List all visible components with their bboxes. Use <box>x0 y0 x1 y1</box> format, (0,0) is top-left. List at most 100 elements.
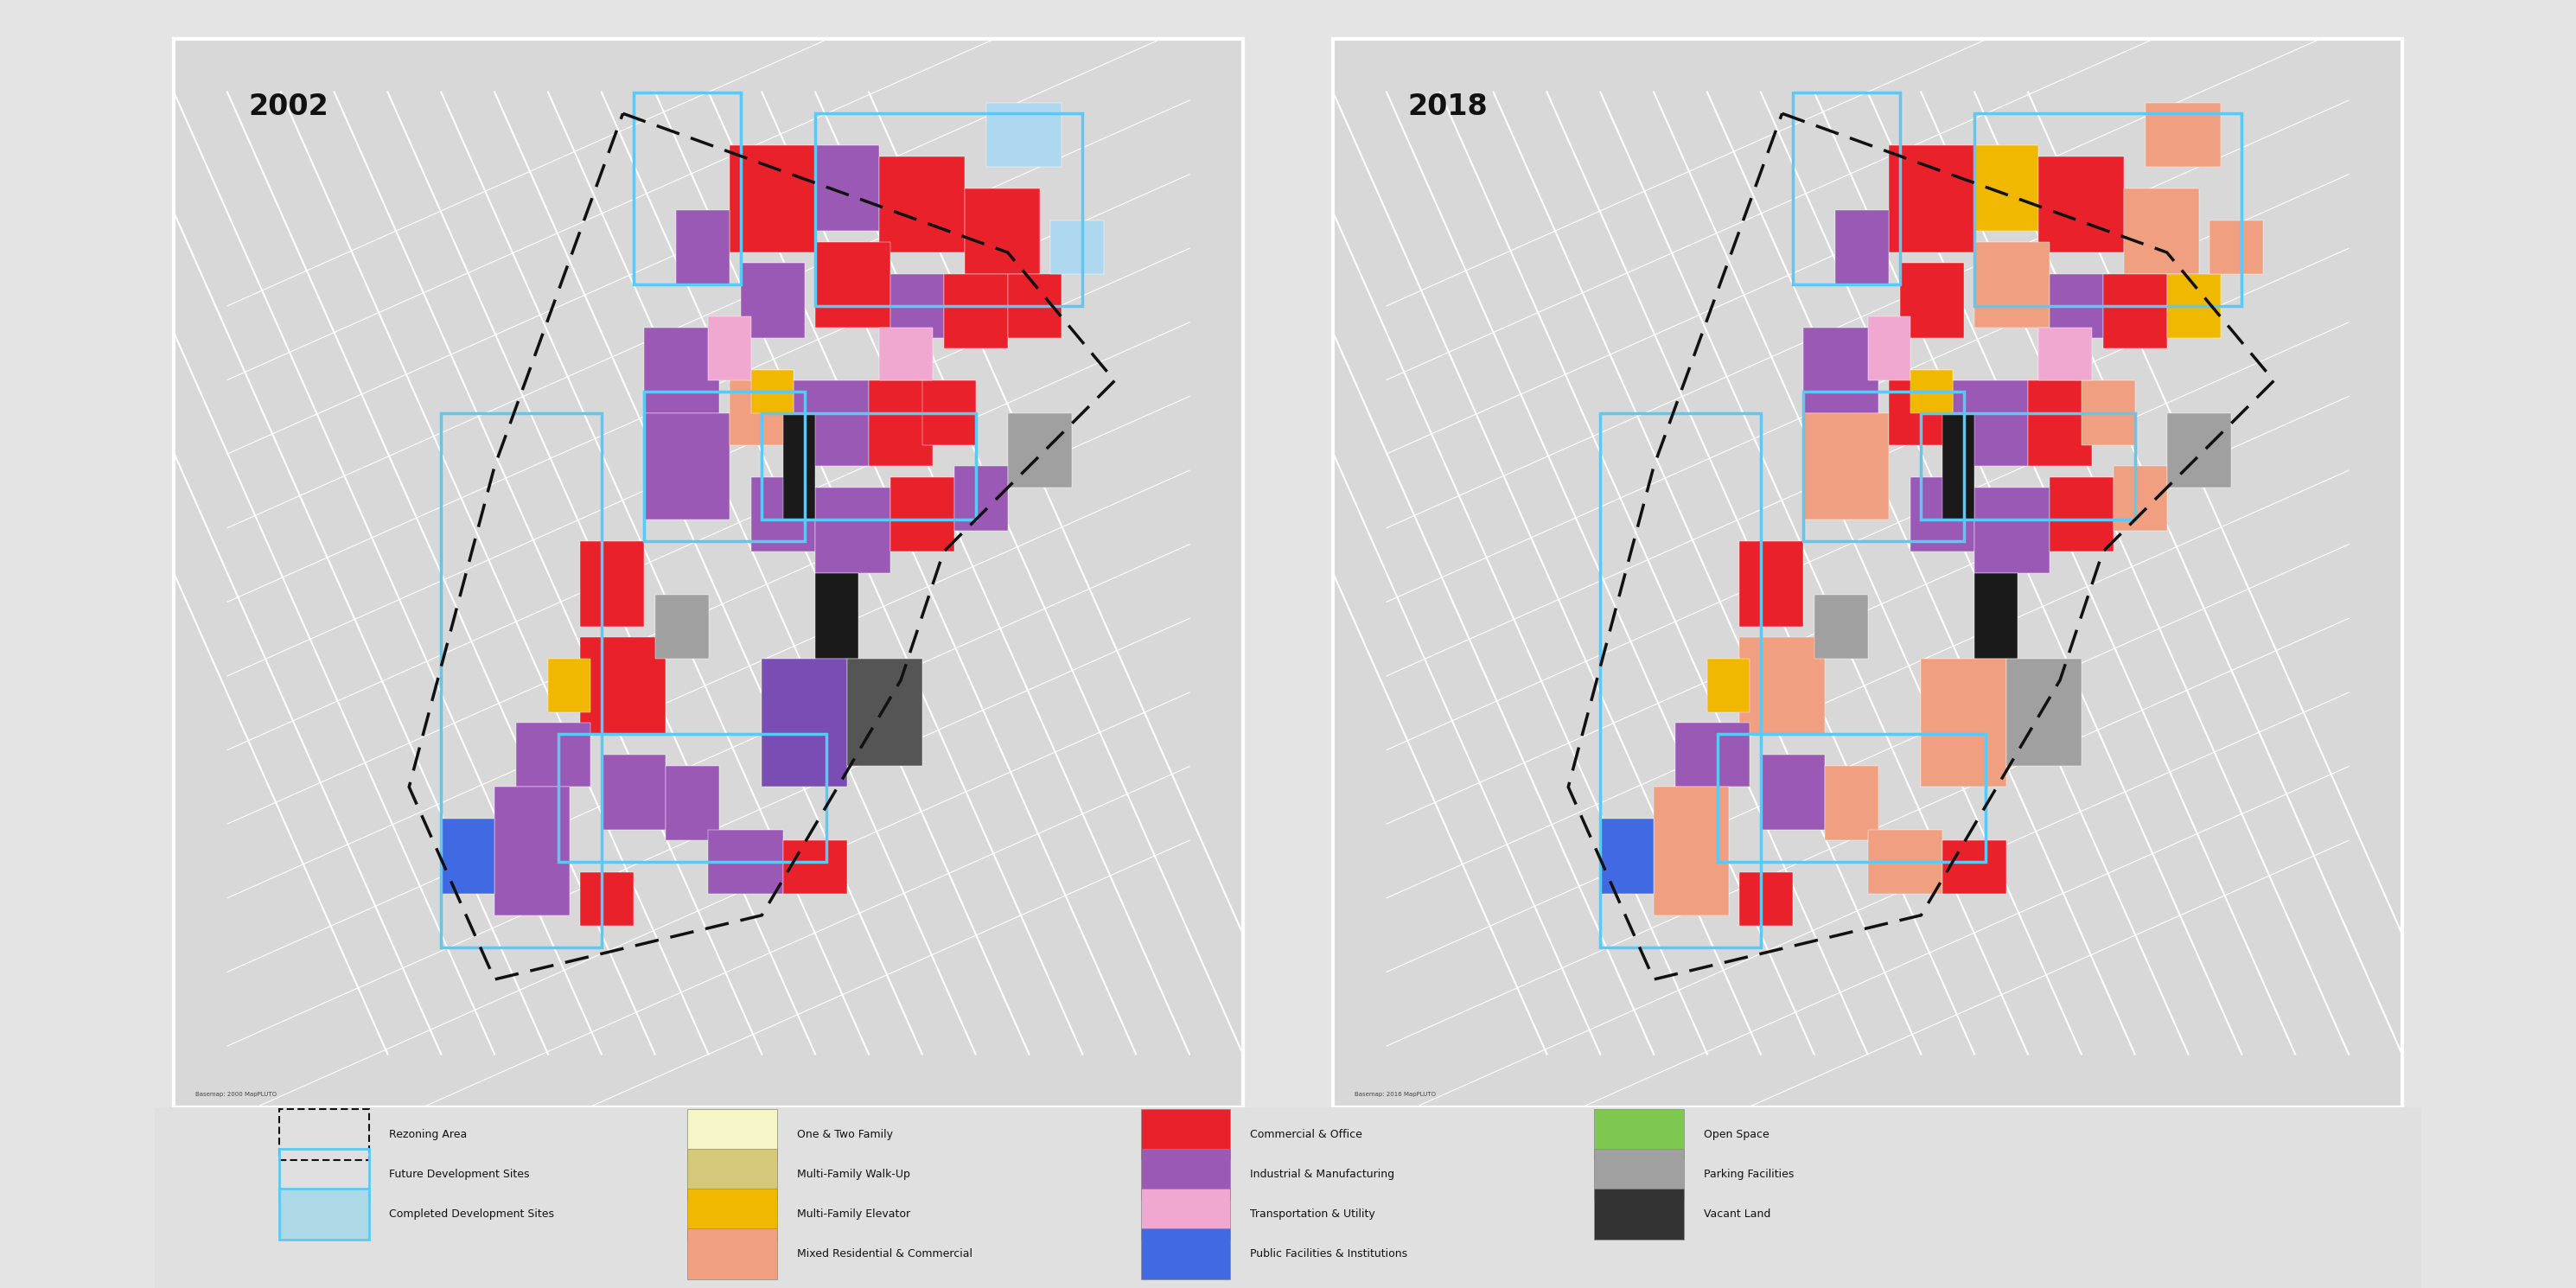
Bar <box>1973 242 2050 327</box>
Bar <box>814 488 891 573</box>
Bar <box>654 595 708 658</box>
Bar <box>2027 381 2092 466</box>
Bar <box>1600 413 1759 948</box>
Bar <box>1973 113 2241 307</box>
Bar <box>1824 765 1878 841</box>
Bar <box>1739 872 1793 926</box>
Bar <box>495 787 569 916</box>
Bar <box>549 658 590 712</box>
Bar <box>1708 658 1749 712</box>
Bar <box>2007 658 2081 765</box>
Bar <box>814 146 878 231</box>
Bar <box>1739 638 1824 734</box>
Text: Completed Development Sites: Completed Development Sites <box>389 1208 554 1220</box>
Bar <box>953 466 1007 531</box>
Text: Commercial & Office: Commercial & Office <box>1249 1130 1363 1140</box>
Bar <box>1899 263 1963 337</box>
Bar <box>1803 413 1888 520</box>
Bar <box>580 872 634 926</box>
Text: 2018: 2018 <box>1409 93 1489 121</box>
Bar <box>600 755 665 829</box>
Bar <box>644 392 804 541</box>
Bar <box>1600 819 1654 894</box>
Bar <box>688 1109 778 1160</box>
Bar <box>752 370 793 413</box>
Bar <box>644 327 719 413</box>
Bar <box>1759 755 1824 829</box>
Bar <box>1911 477 1973 551</box>
Text: Vacant Land: Vacant Land <box>1703 1208 1770 1220</box>
Bar <box>1793 93 1899 285</box>
Bar <box>515 723 590 787</box>
Bar <box>848 658 922 765</box>
Bar <box>278 1109 368 1160</box>
Bar <box>868 381 933 466</box>
Bar <box>1739 541 1803 627</box>
Bar <box>708 317 752 381</box>
Text: Public Facilities & Institutions: Public Facilities & Institutions <box>1249 1248 1409 1260</box>
Bar <box>688 1149 778 1199</box>
Bar <box>1674 723 1749 787</box>
Bar <box>665 765 719 841</box>
Bar <box>1942 841 2007 894</box>
Bar <box>814 113 1082 307</box>
Bar <box>1888 146 1973 252</box>
Bar <box>1803 327 1878 413</box>
Bar <box>783 841 848 894</box>
Text: Multi-Family Walk-Up: Multi-Family Walk-Up <box>796 1168 909 1180</box>
Bar <box>1922 658 2007 787</box>
Bar <box>1868 829 1942 894</box>
Bar <box>2050 477 2112 551</box>
Bar <box>752 477 814 551</box>
Bar <box>729 370 793 444</box>
Bar <box>1868 317 1911 381</box>
Text: Future Development Sites: Future Development Sites <box>389 1168 531 1180</box>
Bar <box>1595 1149 1685 1199</box>
Bar <box>2050 274 2102 337</box>
Bar <box>783 413 814 520</box>
Bar <box>729 146 814 252</box>
Bar <box>677 210 729 285</box>
Bar <box>278 1149 368 1199</box>
Bar <box>2038 156 2125 252</box>
Bar <box>440 413 600 948</box>
Bar <box>1051 220 1105 274</box>
Text: Open Space: Open Space <box>1703 1130 1770 1140</box>
Bar <box>1814 595 1868 658</box>
Bar <box>559 734 827 862</box>
Text: Rezoning Area: Rezoning Area <box>389 1130 466 1140</box>
Bar <box>1888 370 1953 444</box>
Bar <box>688 1229 778 1279</box>
Bar <box>1837 210 1888 285</box>
Bar <box>2081 381 2136 444</box>
Bar <box>2112 466 2166 531</box>
Text: Industrial & Manufacturing: Industrial & Manufacturing <box>1249 1168 1394 1180</box>
Text: Mixed Residential & Commercial: Mixed Residential & Commercial <box>796 1248 974 1260</box>
Bar <box>2038 327 2092 381</box>
Bar <box>943 274 1007 349</box>
Bar <box>922 381 976 444</box>
Bar <box>1595 1189 1685 1239</box>
Bar <box>2166 413 2231 488</box>
Bar <box>987 103 1061 167</box>
Bar <box>580 541 644 627</box>
Bar <box>878 327 933 381</box>
Bar <box>1911 370 1953 413</box>
Bar <box>814 242 891 327</box>
Bar <box>793 381 868 466</box>
Bar <box>2102 274 2166 349</box>
Bar <box>1007 413 1072 488</box>
Bar <box>966 188 1041 274</box>
Text: Transportation & Utility: Transportation & Utility <box>1249 1208 1376 1220</box>
Bar <box>2166 274 2221 337</box>
Bar <box>644 413 729 520</box>
Bar <box>1973 488 2050 573</box>
Bar <box>762 658 848 787</box>
Bar <box>1942 413 1973 520</box>
Bar <box>708 829 783 894</box>
Bar <box>688 1189 778 1239</box>
Bar <box>1922 413 2136 520</box>
Bar <box>1141 1189 1231 1239</box>
Bar <box>1141 1149 1231 1199</box>
Bar <box>1595 1109 1685 1160</box>
